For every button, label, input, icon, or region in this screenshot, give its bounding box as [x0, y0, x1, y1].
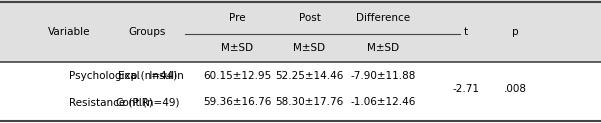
Text: p: p [512, 27, 519, 37]
Text: 52.25±14.46: 52.25±14.46 [275, 71, 344, 81]
Text: Difference: Difference [356, 13, 410, 23]
Text: 59.36±16.76: 59.36±16.76 [203, 97, 272, 107]
Text: 58.30±17.76: 58.30±17.76 [275, 97, 344, 107]
FancyBboxPatch shape [0, 0, 601, 62]
Text: Exp.(n=44): Exp.(n=44) [118, 71, 177, 81]
Text: Variable: Variable [48, 27, 90, 37]
Text: Post: Post [299, 13, 320, 23]
Text: M±SD: M±SD [367, 43, 400, 53]
Text: -1.06±12.46: -1.06±12.46 [351, 97, 416, 107]
Text: 60.15±12.95: 60.15±12.95 [203, 71, 272, 81]
Text: Cont.(n=49): Cont.(n=49) [115, 97, 180, 107]
Text: .008: .008 [504, 84, 527, 94]
Text: Psychological   Insulin: Psychological Insulin [69, 71, 184, 81]
Text: M±SD: M±SD [293, 43, 326, 53]
Text: -7.90±11.88: -7.90±11.88 [351, 71, 416, 81]
Text: -2.71: -2.71 [453, 84, 479, 94]
FancyBboxPatch shape [0, 62, 601, 123]
Text: M±SD: M±SD [221, 43, 254, 53]
Text: Pre: Pre [229, 13, 246, 23]
Text: t: t [464, 27, 468, 37]
Text: Resistance (PIR): Resistance (PIR) [69, 97, 153, 107]
Text: Groups: Groups [129, 27, 166, 37]
